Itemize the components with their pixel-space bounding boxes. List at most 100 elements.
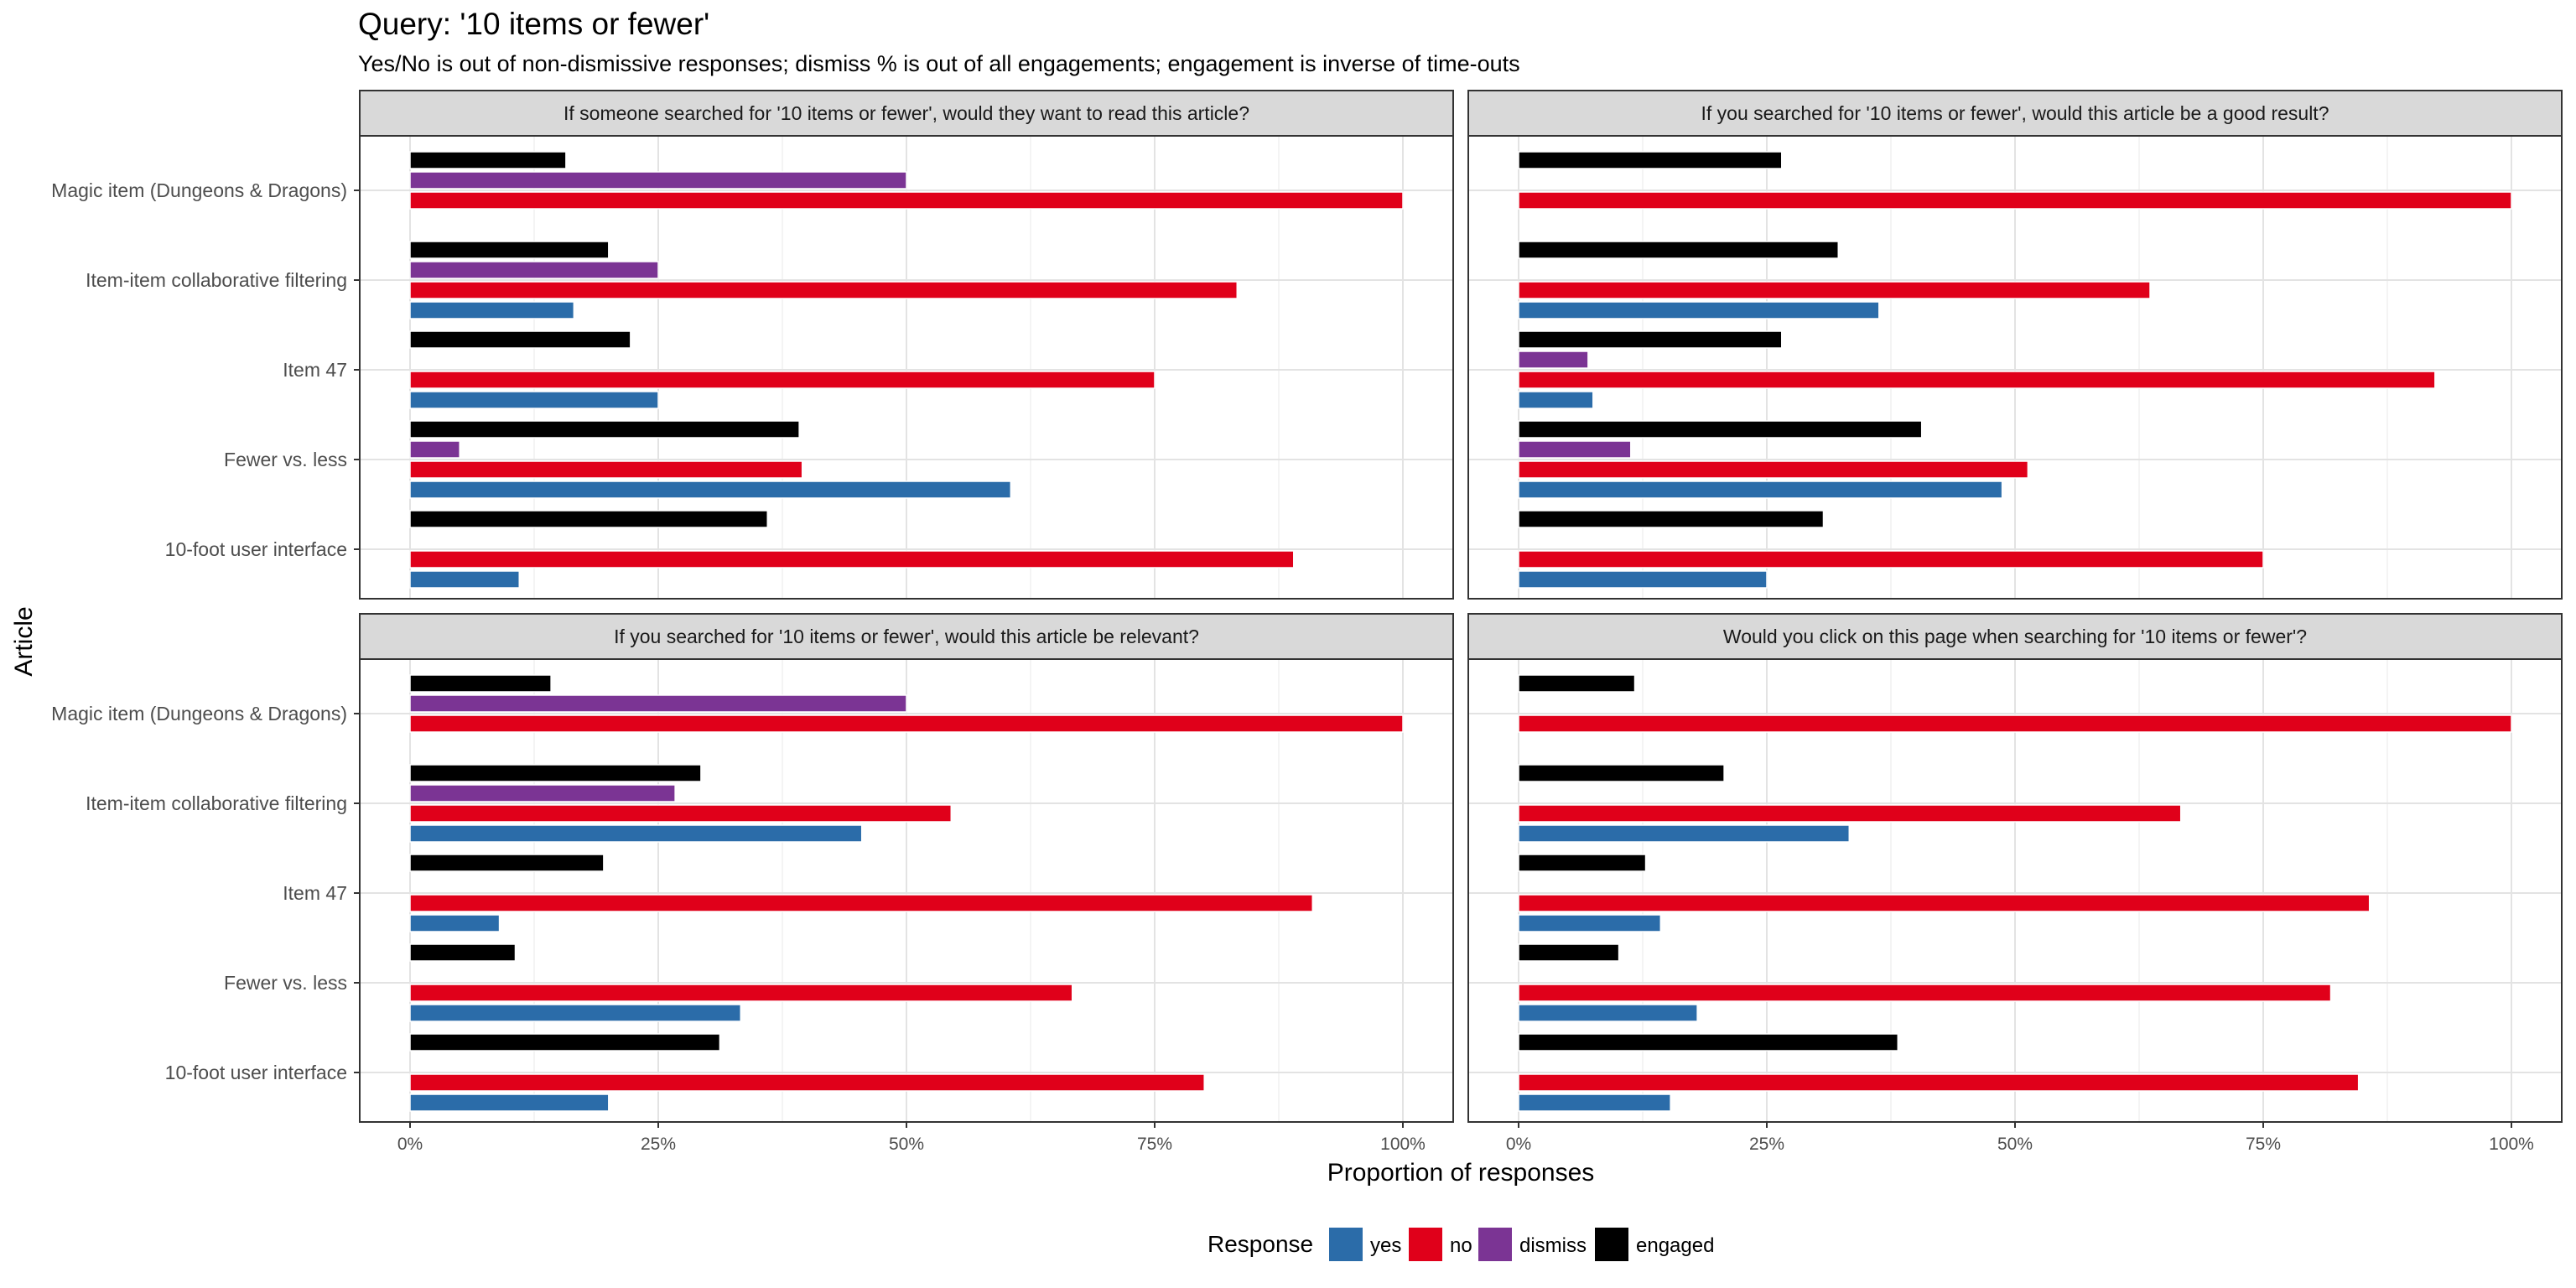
- facet-panel: Would you click on this page when search…: [1467, 613, 2563, 1123]
- bar-engaged: [1518, 943, 1620, 962]
- bar-yes: [1518, 1004, 1698, 1022]
- bar-yes: [409, 391, 659, 409]
- facet-panel: If you searched for '10 items or fewer',…: [51, 613, 1454, 1123]
- bar-no: [409, 371, 1156, 389]
- bar-yes: [1518, 570, 1768, 589]
- facet-panel: If you searched for '10 items or fewer',…: [1467, 90, 2563, 600]
- x-tick-label: 50%: [889, 1135, 924, 1154]
- bar-no: [1518, 714, 2512, 733]
- y-tick-label: Item 47: [283, 882, 347, 904]
- bar-no: [1518, 1073, 2360, 1092]
- bar-engaged: [1518, 1033, 1899, 1052]
- chart-subtitle: Yes/No is out of non-dismissive response…: [358, 51, 1520, 76]
- bar-no: [1518, 371, 2436, 389]
- facet-strip-label: If someone searched for '10 items or few…: [564, 102, 1249, 124]
- bar-dismiss: [409, 261, 659, 279]
- bar-no: [409, 191, 1404, 210]
- bar-engaged: [1518, 420, 1923, 439]
- bar-engaged: [409, 764, 702, 782]
- x-tick-label: 100%: [1380, 1135, 1426, 1154]
- bar-engaged: [1518, 510, 1825, 528]
- x-tick-label: 0%: [1506, 1135, 1531, 1154]
- bar-engaged: [1518, 151, 1783, 169]
- bar-yes: [409, 914, 501, 932]
- bar-no: [409, 550, 1295, 569]
- facet-strip: [1467, 90, 2563, 137]
- bar-engaged: [409, 420, 800, 439]
- bar-no: [1518, 804, 2182, 823]
- legend-label-no: no: [1450, 1234, 1472, 1257]
- x-tick-label: 25%: [641, 1135, 676, 1154]
- bar-engaged: [409, 854, 605, 872]
- legend-label-dismiss: dismiss: [1519, 1234, 1587, 1257]
- facet-strip-label: If you searched for '10 items or fewer',…: [1701, 102, 2329, 124]
- legend-title: Response: [1208, 1231, 1313, 1257]
- panel-border: [1467, 135, 2563, 600]
- bar-dismiss: [409, 694, 907, 713]
- bar-no: [1518, 894, 2371, 912]
- y-axis-label: Article: [10, 606, 38, 676]
- bar-no: [1518, 191, 2512, 210]
- bar-no: [409, 804, 953, 823]
- legend-label-engaged: engaged: [1636, 1234, 1714, 1257]
- legend-swatch-engaged: [1595, 1228, 1628, 1261]
- legend: Response yes no dismiss engaged: [1208, 1228, 1714, 1261]
- x-tick-label: 75%: [2246, 1135, 2281, 1154]
- bar-yes: [1518, 301, 1880, 319]
- bar-no: [1518, 460, 2029, 479]
- bar-dismiss: [1518, 440, 1632, 459]
- bar-dismiss: [409, 440, 460, 459]
- bar-yes: [1518, 824, 1851, 843]
- bar-engaged: [1518, 674, 1636, 693]
- legend-swatch-dismiss: [1478, 1228, 1512, 1261]
- facet-strip-label: If you searched for '10 items or fewer',…: [614, 626, 1199, 647]
- bar-engaged: [1518, 241, 1839, 259]
- bar-yes: [409, 1093, 610, 1112]
- bar-engaged: [409, 151, 567, 169]
- bar-yes: [409, 480, 1012, 499]
- x-axis-label: Proportion of responses: [1327, 1159, 1595, 1187]
- bar-engaged: [409, 943, 517, 962]
- bar-no: [409, 460, 803, 479]
- y-tick-label: Item-item collaborative filtering: [86, 269, 347, 291]
- legend-swatch-no: [1409, 1228, 1442, 1261]
- bar-no: [409, 281, 1239, 299]
- bar-yes: [1518, 914, 1662, 932]
- x-tick-label: 50%: [1997, 1135, 2033, 1154]
- bar-no: [409, 1073, 1205, 1092]
- bar-engaged: [409, 330, 631, 349]
- facet-strip-label: Would you click on this page when search…: [1723, 626, 2307, 647]
- chart-title: Query: '10 items or fewer': [358, 7, 709, 41]
- bar-no: [1518, 984, 2332, 1002]
- x-axis-ticks: 0% 25% 50% 75% 100% 0% 25% 50% 75% 100%: [397, 1122, 2534, 1154]
- bar-no: [409, 714, 1404, 733]
- panel-border: [359, 135, 1454, 600]
- bar-engaged: [409, 674, 552, 693]
- bar-engaged: [409, 241, 610, 259]
- x-tick-label: 0%: [397, 1135, 423, 1154]
- bar-dismiss: [409, 784, 676, 802]
- x-tick-label: 25%: [1749, 1135, 1784, 1154]
- y-tick-label: Item 47: [283, 359, 347, 381]
- bar-yes: [1518, 1093, 1671, 1112]
- bar-yes: [409, 570, 520, 589]
- bar-no: [1518, 281, 2151, 299]
- bar-engaged: [409, 1033, 721, 1052]
- bar-engaged: [1518, 854, 1647, 872]
- y-tick-label: 10-foot user interface: [165, 1062, 347, 1083]
- y-tick-label: 10-foot user interface: [165, 538, 347, 560]
- facet-strip: [1467, 613, 2563, 660]
- facet-panel: If someone searched for '10 items or few…: [51, 90, 1454, 600]
- bar-yes: [409, 301, 575, 319]
- bar-no: [1518, 550, 2264, 569]
- y-tick-label: Magic item (Dungeons & Dragons): [51, 703, 347, 724]
- facet-strip: [359, 613, 1454, 660]
- y-tick-label: Fewer vs. less: [224, 972, 347, 994]
- bar-dismiss: [409, 171, 907, 190]
- x-tick-label: 75%: [1137, 1135, 1172, 1154]
- bar-no: [409, 894, 1314, 912]
- x-tick-label: 100%: [2489, 1135, 2534, 1154]
- y-tick-label: Fewer vs. less: [224, 449, 347, 470]
- bar-no: [409, 984, 1073, 1002]
